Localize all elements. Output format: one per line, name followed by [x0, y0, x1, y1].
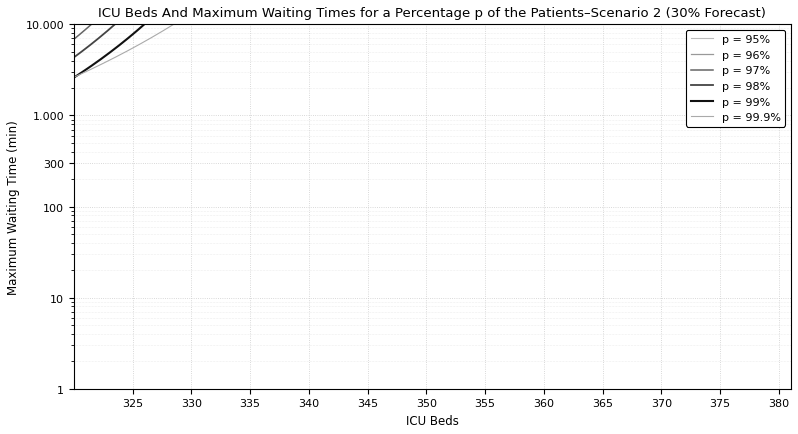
- Line: p = 97%: p = 97%: [62, 9, 109, 49]
- p = 97%: [85, 24, 95, 29]
- Y-axis label: Maximum Waiting Time (min): Maximum Waiting Time (min): [7, 120, 20, 294]
- p = 98%: [97, 35, 106, 40]
- p = 99.9%: [120, 50, 130, 56]
- p = 96%: [64, 22, 73, 27]
- p = 96%: [70, 16, 80, 22]
- p = 98%: [80, 48, 89, 53]
- Line: p = 99%: p = 99%: [62, 9, 162, 86]
- p = 99%: [157, 7, 167, 12]
- X-axis label: ICU Beds: ICU Beds: [406, 414, 459, 427]
- p = 96%: [73, 14, 82, 20]
- Line: p = 99.9%: p = 99.9%: [62, 9, 199, 83]
- p = 98%: [105, 27, 115, 32]
- p = 98%: [89, 41, 98, 46]
- Legend: p = 95%, p = 96%, p = 97%, p = 98%, p = 99%, p = 99.9%: p = 95%, p = 96%, p = 97%, p = 98%, p = …: [686, 31, 785, 127]
- p = 96%: [77, 11, 86, 16]
- p = 97%: [78, 30, 88, 35]
- p = 99.9%: [151, 34, 160, 39]
- Line: p = 98%: p = 98%: [62, 9, 132, 67]
- p = 96%: [79, 8, 89, 13]
- p = 99%: [138, 24, 148, 29]
- p = 99.9%: [57, 81, 67, 86]
- p = 97%: [99, 11, 109, 16]
- Title: ICU Beds And Maximum Waiting Times for a Percentage p of the Patients–Scenario 2: ICU Beds And Maximum Waiting Times for a…: [98, 7, 766, 20]
- p = 98%: [102, 30, 112, 35]
- p = 97%: [90, 19, 100, 24]
- p = 99.9%: [63, 78, 73, 83]
- p = 99%: [57, 83, 67, 89]
- p = 98%: [128, 7, 137, 12]
- p = 96%: [57, 28, 67, 33]
- p = 99%: [135, 27, 144, 32]
- p = 97%: [67, 39, 77, 45]
- p = 98%: [57, 64, 67, 69]
- p = 99%: [116, 43, 125, 48]
- p = 97%: [104, 7, 113, 12]
- p = 96%: [62, 24, 72, 29]
- p = 99.9%: [81, 70, 90, 76]
- p = 99%: [156, 8, 165, 13]
- p = 99.9%: [194, 7, 203, 12]
- p = 97%: [57, 47, 67, 52]
- p = 99.9%: [87, 67, 97, 72]
- p = 99%: [148, 16, 157, 21]
- p = 99%: [122, 37, 132, 43]
- p = 97%: [87, 23, 97, 28]
- Line: p = 96%: p = 96%: [62, 9, 85, 30]
- p = 98%: [123, 11, 132, 16]
- p = 96%: [81, 7, 90, 12]
- p = 99.9%: [85, 69, 94, 74]
